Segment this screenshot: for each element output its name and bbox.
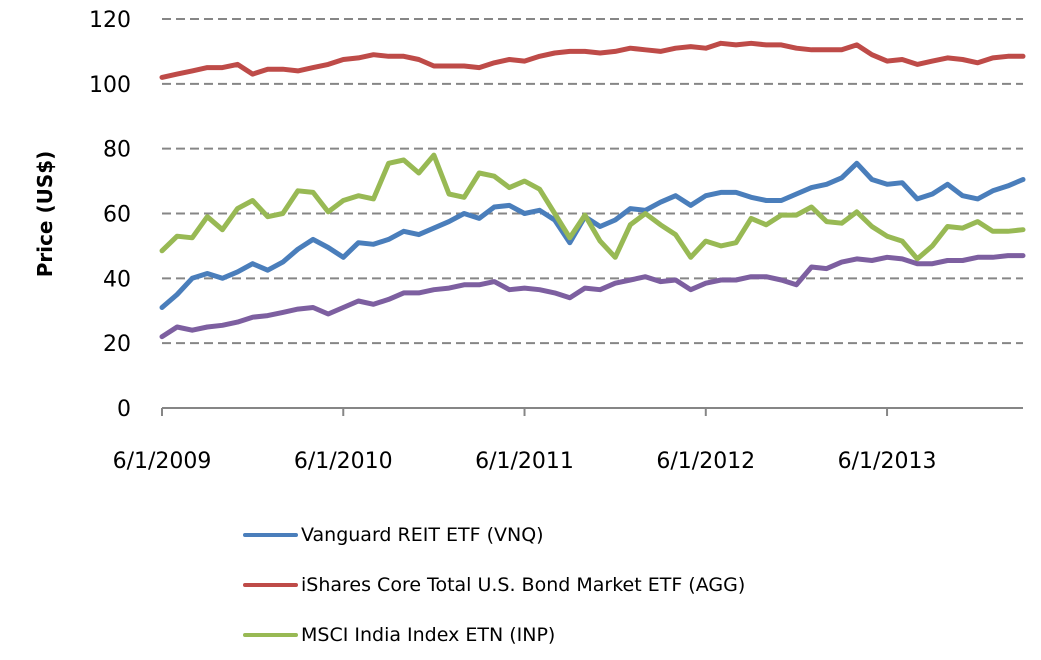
legend-label: MSCI India Index ETN (INP) (301, 624, 556, 646)
x-tick-label: 6/1/2013 (838, 449, 937, 474)
y-tick-label: 20 (103, 332, 131, 357)
series-line-2 (159, 152, 1026, 262)
x-tick-label: 6/1/2011 (475, 449, 574, 474)
x-tick-label: 6/1/2009 (113, 449, 212, 474)
legend-swatch (243, 583, 298, 587)
legend-item-agg: iShares Core Total U.S. Bond Market ETF … (243, 560, 745, 610)
line-chart: 0 20 40 60 80 100 120 6/1/2009 6/1/2010 6/1/2011… (33, 8, 1026, 474)
series-line-3 (159, 253, 1026, 340)
y-tick-label: 100 (89, 73, 131, 98)
y-axis-label: Price (US$) (33, 151, 57, 278)
legend-label: iShares Core Total U.S. Bond Market ETF … (301, 574, 746, 596)
series-line-1 (159, 40, 1026, 80)
legend-item-inp: MSCI India Index ETN (INP) (243, 610, 745, 660)
x-axis: 6/1/2009 6/1/2010 6/1/2011 6/1/2012 6/1/2013 (113, 407, 1023, 474)
series-lines (159, 40, 1026, 340)
x-tick-label: 6/1/2012 (656, 449, 755, 474)
y-tick-label: 0 (117, 397, 131, 422)
legend-item-vnq: Vanguard REIT ETF (VNQ) (243, 510, 745, 560)
y-tick-label: 120 (89, 8, 131, 33)
legend-swatch (243, 533, 298, 537)
x-tick-label: 6/1/2010 (294, 449, 393, 474)
legend-label: Vanguard REIT ETF (VNQ) (301, 524, 544, 546)
y-axis-ticks: 0 20 40 60 80 100 120 (89, 8, 131, 422)
gridlines (162, 18, 1023, 345)
y-tick-label: 40 (103, 267, 131, 292)
y-tick-label: 80 (103, 138, 131, 163)
series-line-0 (159, 160, 1026, 310)
legend: Vanguard REIT ETF (VNQ) iShares Core Tot… (243, 510, 745, 660)
y-tick-label: 60 (103, 203, 131, 228)
legend-swatch (243, 633, 298, 637)
